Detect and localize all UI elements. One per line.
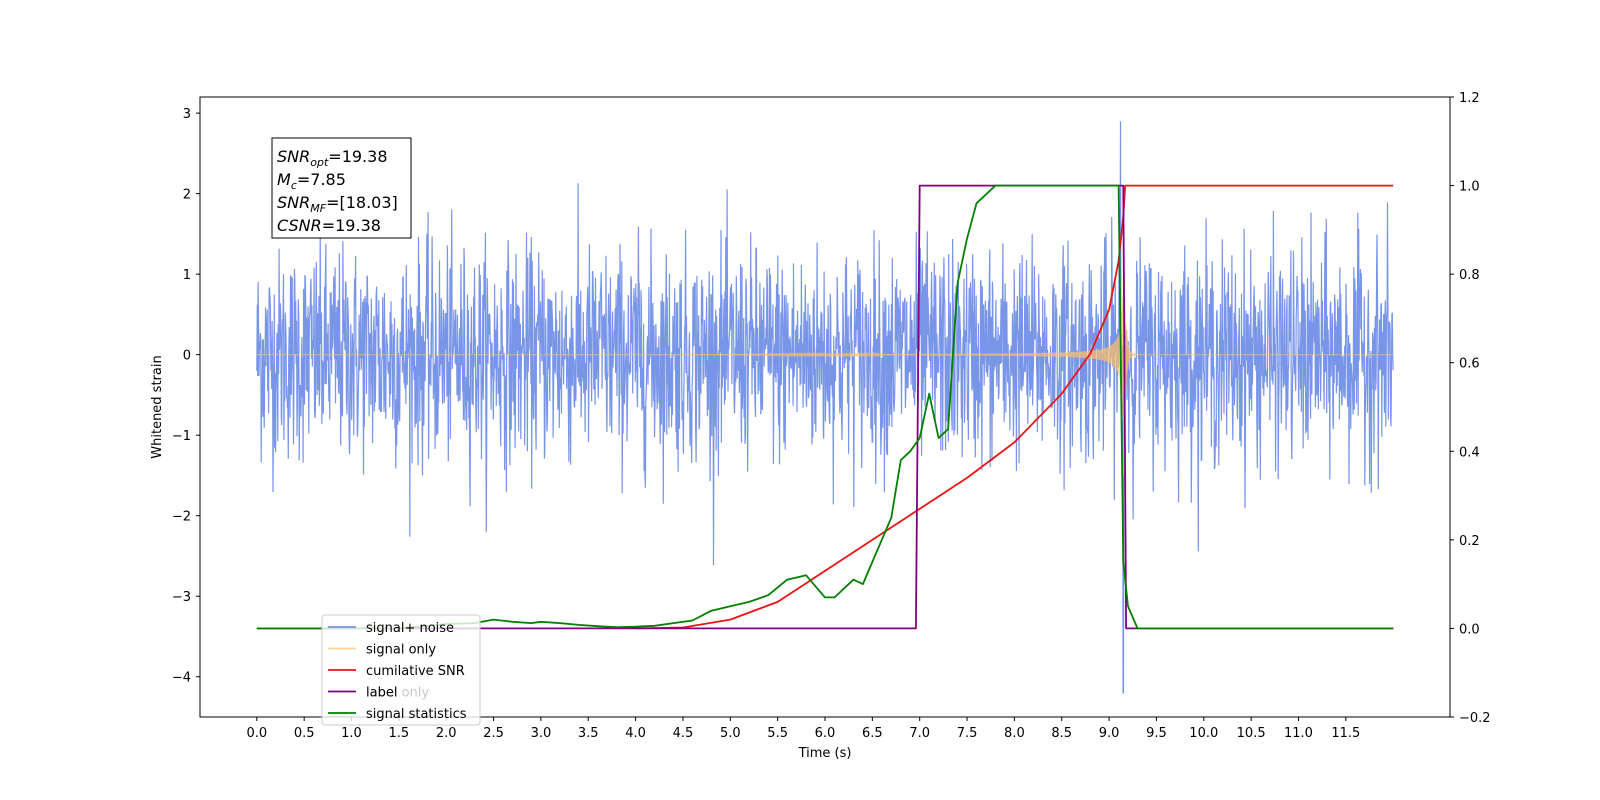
y2-tick-label: 0.0	[1459, 622, 1480, 637]
x-tick-label: 11.5	[1331, 726, 1360, 741]
x-tick-label: 6.0	[815, 726, 836, 741]
x-tick-label: 6.5	[862, 726, 883, 741]
y-tick-label: −2	[172, 510, 191, 525]
x-tick-label: 3.0	[531, 726, 552, 741]
y-axis-left: 3 2 1 0 −1 −2 −3 −4	[172, 107, 200, 686]
x-tick-label: 5.0	[720, 726, 741, 741]
series-signal-noise	[256, 121, 1394, 694]
annotation-line: Mc=7.85	[277, 170, 346, 192]
legend-item: signal statistics	[328, 707, 467, 722]
x-tick-label: 7.5	[957, 726, 978, 741]
legend-item: cumilative SNR	[328, 664, 465, 679]
y-tick-label: 0	[183, 349, 191, 364]
x-tick-label: 10.0	[1189, 726, 1218, 741]
x-tick-label: 9.5	[1146, 726, 1167, 741]
legend-label: signal statistics	[366, 707, 467, 722]
plot-area	[256, 121, 1394, 694]
x-tick-label: 8.5	[1051, 726, 1072, 741]
x-tick-label: 3.5	[578, 726, 599, 741]
x-tick-label: 7.0	[909, 726, 930, 741]
y2-tick-label: 1.0	[1459, 180, 1480, 195]
y2-tick-label: 0.2	[1459, 534, 1480, 549]
annotation-line: SNRopt=19.38	[277, 147, 388, 169]
annotation-line: SNRMF=[18.03]	[277, 193, 398, 215]
x-axis-label: Time (s)	[798, 746, 852, 761]
legend-label: signal only	[366, 643, 436, 658]
annotation-box: SNRopt=19.38Mc=7.85SNRMF=[18.03]CSNR=19.…	[271, 137, 412, 239]
y2-tick-label: 1.2	[1459, 91, 1480, 106]
y-tick-label: 2	[183, 188, 191, 203]
y2-tick-label: 0.4	[1459, 445, 1480, 460]
y2-tick-label: −0.2	[1459, 711, 1491, 726]
annotation-line: CSNR=19.38	[277, 216, 381, 235]
y-tick-label: −4	[172, 671, 191, 686]
x-tick-label: 10.5	[1237, 726, 1266, 741]
y-axis-label: Whitened strain	[150, 355, 165, 458]
x-tick-label: 11.0	[1284, 726, 1313, 741]
x-tick-label: 4.0	[625, 726, 646, 741]
x-tick-label: 9.0	[1099, 726, 1120, 741]
legend-ghost-label: label only	[366, 686, 429, 701]
legend-label: label	[366, 686, 397, 701]
y-tick-label: −1	[172, 429, 191, 444]
legend-label: cumilative SNR	[366, 664, 465, 679]
x-tick-label: 4.5	[673, 726, 694, 741]
x-tick-label: 5.5	[767, 726, 788, 741]
x-tick-label: 8.0	[1004, 726, 1025, 741]
series-signal-statistics	[256, 184, 1394, 630]
y-tick-label: 3	[183, 107, 191, 122]
y2-tick-label: 0.6	[1459, 357, 1480, 372]
legend-item: signal+ noise	[328, 621, 454, 636]
x-axis: 0.0 0.5 1.0 1.5 2.0 2.5 3.0 3.5 4.0 4.5 5.0 5.5 6.0 6…	[246, 717, 1360, 741]
legend: signal+ noise signal only cumilative SNR la…	[321, 614, 481, 726]
x-tick-label: 1.0	[341, 726, 362, 741]
legend-label: signal+ noise	[366, 621, 454, 636]
y2-tick-label: 0.8	[1459, 268, 1480, 283]
x-tick-label: 0.5	[294, 726, 315, 741]
x-tick-label: 2.0	[436, 726, 457, 741]
legend-item: signal only	[328, 643, 436, 658]
x-tick-label: 0.0	[246, 726, 267, 741]
series-cumilative-snr	[635, 184, 1394, 630]
x-tick-label: 2.5	[483, 726, 504, 741]
y-tick-label: 1	[183, 268, 191, 283]
series-signal-only	[256, 250, 1394, 476]
x-tick-label: 1.5	[389, 726, 410, 741]
y-axis-right: 1.2 1.0 0.8 0.6 0.4 0.2 0.0 −0.2	[1450, 91, 1491, 726]
y-tick-label: −3	[172, 590, 191, 605]
